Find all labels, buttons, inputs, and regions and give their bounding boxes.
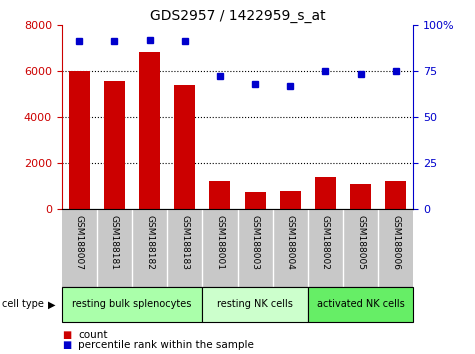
Bar (69, 71, 90, 209)
Bar (385, 181, 406, 209)
Text: GSM188183: GSM188183 (180, 215, 189, 270)
Text: GSM188004: GSM188004 (286, 215, 294, 270)
Bar (62, 209, 413, 287)
Text: activated NK cells: activated NK cells (317, 299, 404, 309)
Text: ▶: ▶ (48, 299, 55, 309)
Bar (202, 287, 308, 322)
Text: count: count (78, 330, 108, 339)
Bar (280, 191, 301, 209)
Text: resting NK cells: resting NK cells (217, 299, 293, 309)
Text: percentile rank within the sample: percentile rank within the sample (78, 340, 254, 350)
Text: ■: ■ (62, 330, 71, 339)
Text: cell type: cell type (2, 299, 44, 309)
Text: GSM188001: GSM188001 (216, 215, 224, 270)
Text: GSM188006: GSM188006 (391, 215, 400, 270)
Text: GSM188182: GSM188182 (145, 215, 154, 270)
Text: GSM188181: GSM188181 (110, 215, 119, 270)
Text: ■: ■ (62, 340, 71, 350)
Text: GSM188007: GSM188007 (75, 215, 84, 270)
Bar (308, 287, 413, 322)
Bar (350, 183, 371, 209)
Text: GDS2957 / 1422959_s_at: GDS2957 / 1422959_s_at (150, 9, 325, 23)
Text: GSM188002: GSM188002 (321, 215, 330, 270)
Bar (104, 81, 125, 209)
Bar (245, 192, 266, 209)
Text: resting bulk splenocytes: resting bulk splenocytes (72, 299, 192, 309)
Bar (139, 52, 160, 209)
Bar (209, 181, 230, 209)
Bar (174, 85, 195, 209)
Bar (315, 177, 336, 209)
Text: GSM188005: GSM188005 (356, 215, 365, 270)
Bar (62, 287, 202, 322)
Text: GSM188003: GSM188003 (251, 215, 259, 270)
